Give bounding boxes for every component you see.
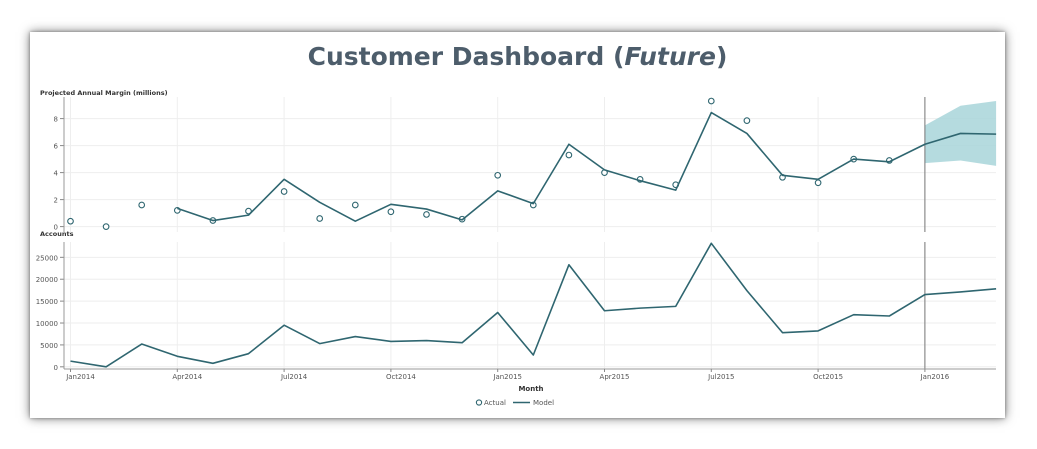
y-axis-label: Projected Annual Margin (millions) xyxy=(40,89,168,97)
x-tick-label: Jan2014 xyxy=(65,373,95,381)
data-point-actual xyxy=(245,207,252,215)
x-tick-label: Jul2014 xyxy=(280,373,308,381)
panel-1: 0 2 4 6 8 Projected Annual Margin (millions) xyxy=(40,89,997,232)
y-axis-label: Accounts xyxy=(40,230,74,238)
y-tick-label: 8 xyxy=(54,116,58,124)
y-tick-label: 15000 xyxy=(36,298,58,306)
series-line-model xyxy=(70,242,997,368)
y-tick-label: 5000 xyxy=(40,342,58,350)
data-point-actual xyxy=(138,201,146,209)
chart-legend: Actual Model xyxy=(475,399,554,407)
y-tick-label: 2 xyxy=(54,197,58,205)
x-tick-label: Oct2015 xyxy=(813,373,843,381)
dashboard-card: Customer Dashboard (Future) xyxy=(30,32,1005,418)
data-point-actual xyxy=(565,151,573,159)
series-line-model xyxy=(177,111,997,222)
x-tick-label: Jan2015 xyxy=(492,373,522,381)
y-tick-label: 0 xyxy=(54,224,58,232)
x-tick-label: Apr2014 xyxy=(172,373,202,381)
x-tick-label: Jul2015 xyxy=(707,373,734,381)
legend-label-actual: Actual xyxy=(484,399,506,407)
title-open-paren: ( xyxy=(612,42,625,71)
legend-marker-actual xyxy=(475,399,483,406)
data-point-actual xyxy=(316,215,324,222)
y-tick-label: 20000 xyxy=(36,276,58,284)
y-tick-label: 6 xyxy=(54,143,59,151)
data-point-actual xyxy=(387,208,395,216)
data-point-actual xyxy=(814,179,822,187)
y-tick-label: 10000 xyxy=(36,320,58,328)
y-tick-label: 4 xyxy=(54,170,59,178)
x-tick-label: Apr2015 xyxy=(600,373,630,381)
y-tick-label: 25000 xyxy=(36,254,58,262)
data-point-actual xyxy=(280,188,288,195)
x-tick-label: Oct2014 xyxy=(386,373,416,381)
title-close-paren: ) xyxy=(715,42,728,71)
panel-2: 0 5000 10000 15000 20000 25000 Accounts Jan2014… xyxy=(36,230,997,393)
data-point-actual xyxy=(707,97,715,105)
data-point-actual xyxy=(102,223,110,230)
data-point-actual xyxy=(423,211,430,218)
title-main-text: Customer Dashboard xyxy=(307,42,605,71)
data-point-actual xyxy=(494,171,502,179)
x-tick-label: Jan2016 xyxy=(920,373,950,381)
dashboard-title: Customer Dashboard (Future) xyxy=(30,42,1005,71)
data-point-actual xyxy=(351,201,359,209)
legend-label-model: Model xyxy=(533,399,554,407)
x-axis-label: Month xyxy=(518,385,543,393)
data-point-actual xyxy=(743,117,751,124)
y-tick-label: 0 xyxy=(54,364,58,372)
title-emphasis: Future xyxy=(624,42,716,71)
data-point-actual xyxy=(67,217,74,225)
